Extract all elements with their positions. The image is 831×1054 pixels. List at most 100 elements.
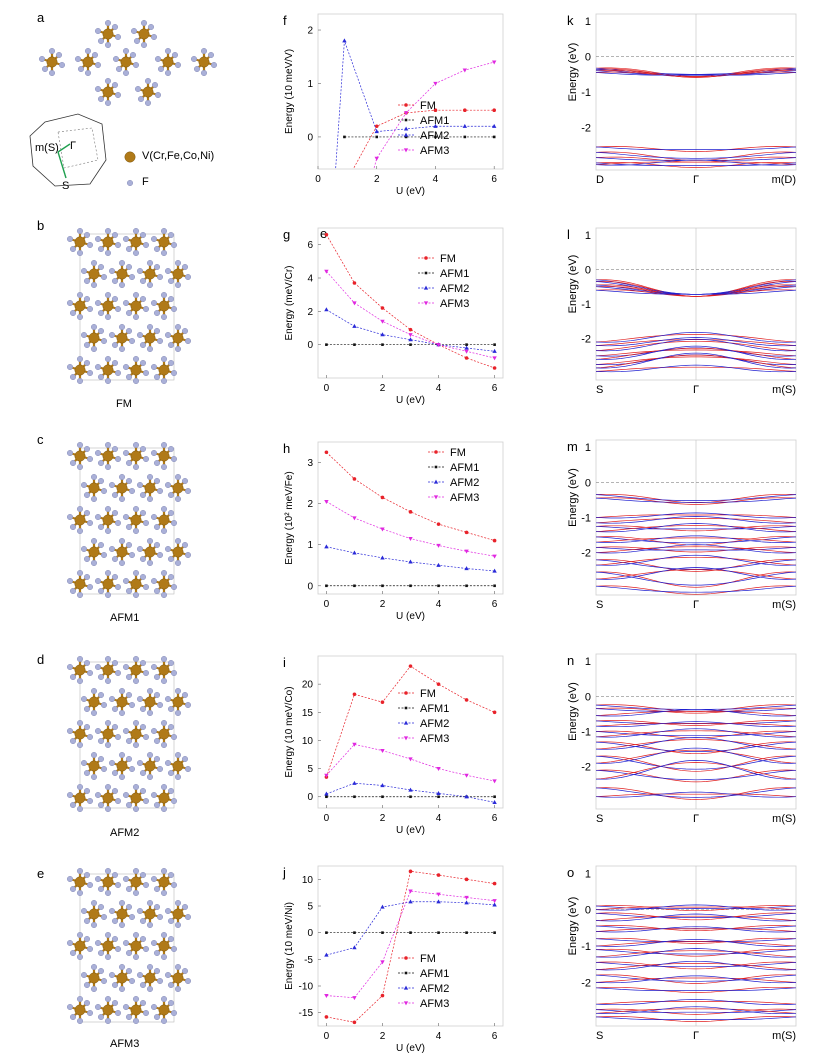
f-atom [97,264,104,271]
f-atom [100,914,107,921]
x-tick-label: 4 [433,174,439,185]
f-atom [160,378,167,385]
f-atom [86,882,93,889]
f-atom [104,1018,111,1025]
f-atom [104,292,111,299]
f-atom [111,24,118,31]
v-atom [158,514,170,526]
band-line-blue [596,925,796,930]
f-atom [76,868,83,875]
data-point-afm3 [342,274,346,278]
f-atom [83,342,90,349]
panel-label-e: e [37,866,45,881]
v-atom [74,450,86,462]
f-atom [76,464,83,471]
f-atom [153,756,160,763]
f-atom [130,28,137,35]
band-line-red [596,915,796,921]
band-y-tick-label: -1 [581,87,591,99]
data-point-afm3 [380,960,385,965]
data-point-afm3 [403,111,409,116]
band-x-tick-label: Γ [693,599,699,611]
f-atom [146,922,153,929]
v-atom [130,728,142,740]
chart-frame [317,13,504,170]
data-point-afm3 [492,899,497,904]
f-atom [153,588,160,595]
band-line-blue [596,585,796,593]
f-atom [66,300,73,307]
f-atom [111,510,118,517]
y-tick-label: 0 [307,792,313,803]
band-y-tick-label: -2 [581,122,591,134]
series-line-afm3 [326,501,495,557]
f-atom [125,674,132,681]
f-atom [108,696,115,703]
f-atom [114,882,121,889]
data-point-afm2 [352,945,357,950]
f-atom [108,760,115,767]
energy-charts: f 0 2 4 6 0 1 2 U (eV) Energy (10 meV/V) FM AFM1 AFM… [282,13,504,1054]
f-atom [66,940,73,947]
v-atom [74,728,86,740]
chart-frame [317,865,504,1027]
legend-label-afm2: AFM2 [420,983,449,995]
f-atom [167,770,174,777]
f-atom [97,374,104,381]
v-atom [46,56,58,68]
f-atom [104,954,111,961]
f-atom [118,346,125,353]
f-atom [132,314,139,321]
f-atom [160,868,167,875]
v-atom [130,450,142,462]
band-line-blue [596,791,796,798]
y-tick-label: 1 [307,540,313,551]
f-atom [97,95,104,102]
f-atom [150,235,157,242]
band-y-tick-label: -2 [581,334,591,346]
y-tick-label: 2 [307,307,313,318]
data-point-fm [408,664,413,668]
v-atom [102,236,114,248]
f-atom [139,872,146,879]
f-atom [128,488,135,495]
f-atom [76,249,83,256]
f-atom [97,738,104,745]
band-line-blue [596,547,796,551]
legend-marker [404,691,408,695]
band-line-red [596,546,796,554]
data-point-afm2 [403,126,409,131]
f-atom [118,688,125,695]
band-y-tick-label: 0 [585,52,591,64]
band-line-blue [596,912,796,918]
f-atom [90,260,97,267]
f-atom [125,524,132,531]
f-atom [132,592,139,599]
f-atom [97,310,104,317]
f-atom [104,378,111,385]
data-point-afm2 [436,899,441,904]
f-atom [94,1004,101,1011]
f-atom [136,760,143,767]
data-point-afm1 [325,343,328,346]
f-atom [142,306,149,313]
data-point-afm1 [325,931,328,934]
f-atom [66,514,73,521]
chart-j: j 0 2 4 6 -15 -10 -5 0 5 10 U (eV) Energy (10 meV/Ni… [282,865,504,1054]
data-point-afm1 [493,795,496,799]
y-tick-label: 4 [307,274,313,285]
legend-label-afm3: AFM3 [450,492,479,504]
f-atom [132,954,139,961]
f-atom [80,482,87,489]
f-atom [83,706,90,713]
f-atom [139,574,146,581]
data-point-afm1 [381,931,384,934]
legend-marker [424,271,428,275]
data-point-afm2 [352,323,357,328]
band-line-blue [596,337,796,347]
v-atom [116,972,128,984]
y-tick-label: 0 [307,581,313,592]
f-atom [150,728,157,735]
f-atom [122,69,129,76]
data-point-afm3 [408,889,413,894]
